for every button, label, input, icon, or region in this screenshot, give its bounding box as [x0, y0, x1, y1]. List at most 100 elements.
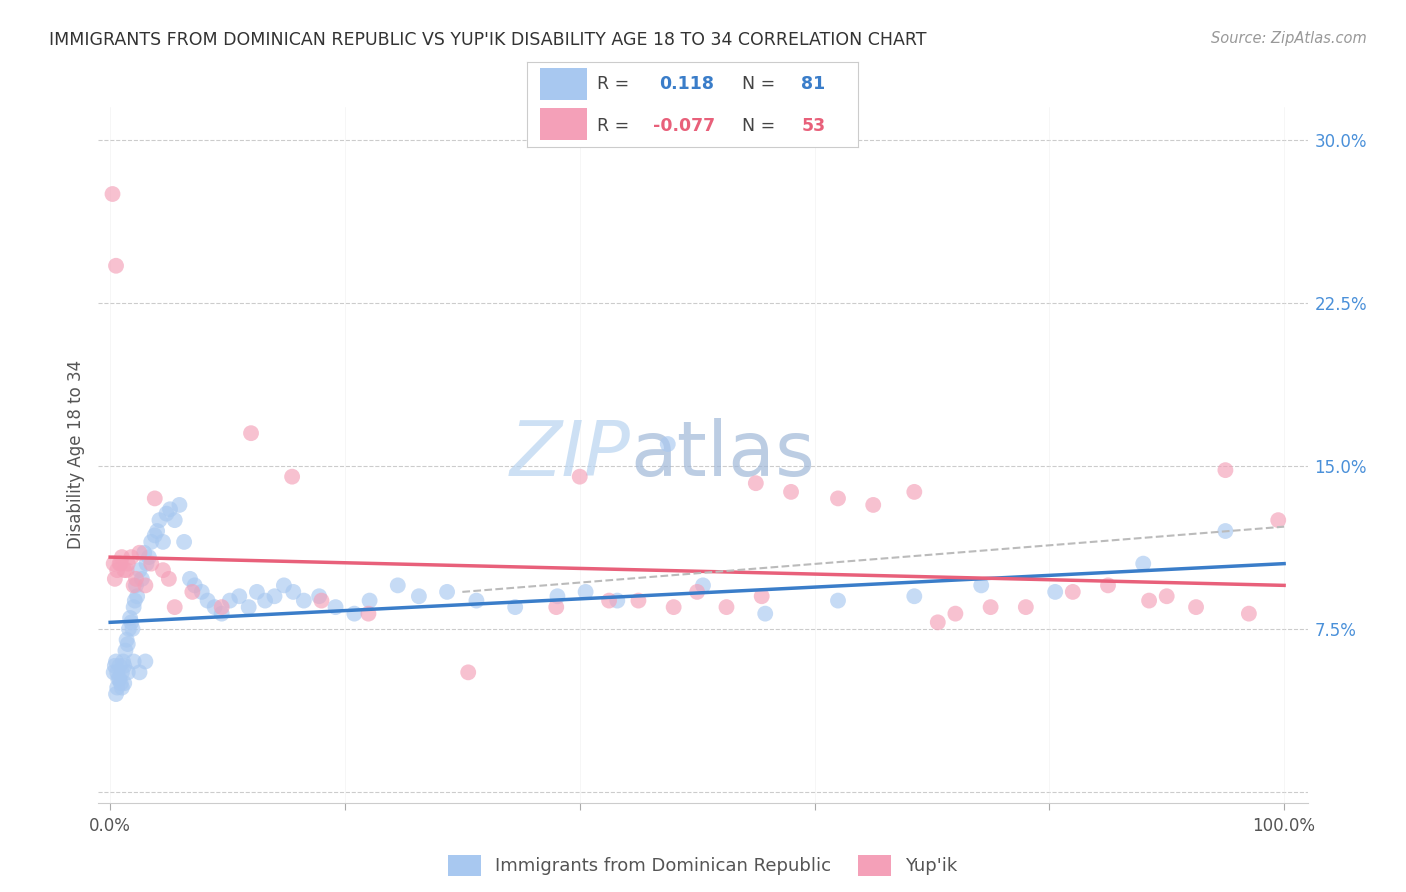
- Point: [114, 643, 136, 657]
- Point: [240, 426, 263, 441]
- Point: [111, 550, 134, 565]
- Text: IMMIGRANTS FROM DOMINICAN REPUBLIC VS YUP'IK DISABILITY AGE 18 TO 34 CORRELATION: IMMIGRANTS FROM DOMINICAN REPUBLIC VS YU…: [49, 31, 927, 49]
- Point: [128, 563, 150, 577]
- Text: R =: R =: [596, 75, 628, 93]
- Point: [103, 665, 125, 680]
- Point: [273, 578, 295, 592]
- Text: atlas: atlas: [630, 418, 815, 491]
- Point: [152, 563, 174, 577]
- Point: [246, 585, 269, 599]
- Point: [112, 676, 135, 690]
- Point: [751, 589, 773, 603]
- Point: [117, 637, 139, 651]
- Point: [155, 507, 177, 521]
- Point: [173, 534, 195, 549]
- Point: [169, 498, 191, 512]
- Point: [157, 572, 180, 586]
- Point: [108, 658, 131, 673]
- Point: [105, 259, 128, 273]
- Point: [159, 502, 181, 516]
- Point: [120, 611, 142, 625]
- Point: [568, 469, 591, 483]
- Point: [686, 585, 709, 599]
- Point: [105, 665, 128, 680]
- Point: [148, 513, 170, 527]
- Point: [107, 672, 129, 686]
- Point: [827, 491, 849, 506]
- Point: [146, 524, 169, 538]
- Point: [1043, 585, 1066, 599]
- Point: [110, 676, 132, 690]
- Point: [780, 484, 803, 499]
- Point: [359, 593, 381, 607]
- Point: [117, 557, 139, 571]
- Point: [343, 607, 366, 621]
- Point: [692, 578, 714, 592]
- Point: [219, 593, 242, 607]
- Point: [122, 600, 145, 615]
- Point: [138, 550, 160, 565]
- Point: [101, 187, 124, 202]
- Bar: [540, 68, 586, 100]
- Point: [408, 589, 430, 603]
- Point: [980, 600, 1002, 615]
- Point: [112, 655, 135, 669]
- Point: [862, 498, 884, 512]
- Point: [124, 593, 146, 607]
- Point: [387, 578, 409, 592]
- Point: [662, 600, 685, 615]
- Point: [970, 578, 993, 592]
- Point: [141, 534, 163, 549]
- Point: [575, 585, 598, 599]
- Point: [197, 593, 219, 607]
- Point: [1185, 600, 1208, 615]
- Point: [117, 665, 139, 680]
- Point: [128, 546, 150, 560]
- Legend: Immigrants from Dominican Republic, Yup'ik: Immigrants from Dominican Republic, Yup'…: [441, 847, 965, 883]
- Point: [112, 658, 135, 673]
- Point: [104, 658, 127, 673]
- Point: [457, 665, 479, 680]
- Point: [1215, 524, 1237, 538]
- Text: 53: 53: [801, 117, 825, 135]
- Point: [179, 572, 201, 586]
- Point: [1215, 463, 1237, 477]
- Point: [716, 600, 738, 615]
- Point: [111, 665, 134, 680]
- Point: [1267, 513, 1289, 527]
- Point: [283, 585, 305, 599]
- Point: [141, 557, 163, 571]
- Point: [134, 578, 156, 592]
- Point: [254, 593, 277, 607]
- Point: [1237, 607, 1260, 621]
- Text: 0.118: 0.118: [659, 75, 714, 93]
- Point: [110, 557, 132, 571]
- Point: [125, 578, 148, 592]
- Point: [111, 681, 134, 695]
- Text: ZIP: ZIP: [509, 418, 630, 491]
- Text: Source: ZipAtlas.com: Source: ZipAtlas.com: [1211, 31, 1367, 46]
- Point: [311, 593, 333, 607]
- Point: [122, 578, 145, 592]
- Point: [143, 528, 166, 542]
- Point: [120, 615, 142, 630]
- Point: [308, 589, 330, 603]
- Point: [945, 607, 967, 621]
- Text: 81: 81: [801, 75, 825, 93]
- Point: [754, 607, 776, 621]
- Point: [598, 593, 620, 607]
- Point: [105, 655, 128, 669]
- Point: [108, 557, 131, 571]
- Point: [1132, 557, 1154, 571]
- Point: [903, 589, 925, 603]
- Point: [627, 593, 650, 607]
- Text: -0.077: -0.077: [652, 117, 714, 135]
- Point: [1062, 585, 1084, 599]
- Point: [112, 563, 135, 577]
- Point: [546, 589, 568, 603]
- Point: [128, 665, 150, 680]
- Text: N =: N =: [742, 117, 775, 135]
- Point: [606, 593, 628, 607]
- Point: [121, 622, 143, 636]
- Point: [120, 550, 142, 565]
